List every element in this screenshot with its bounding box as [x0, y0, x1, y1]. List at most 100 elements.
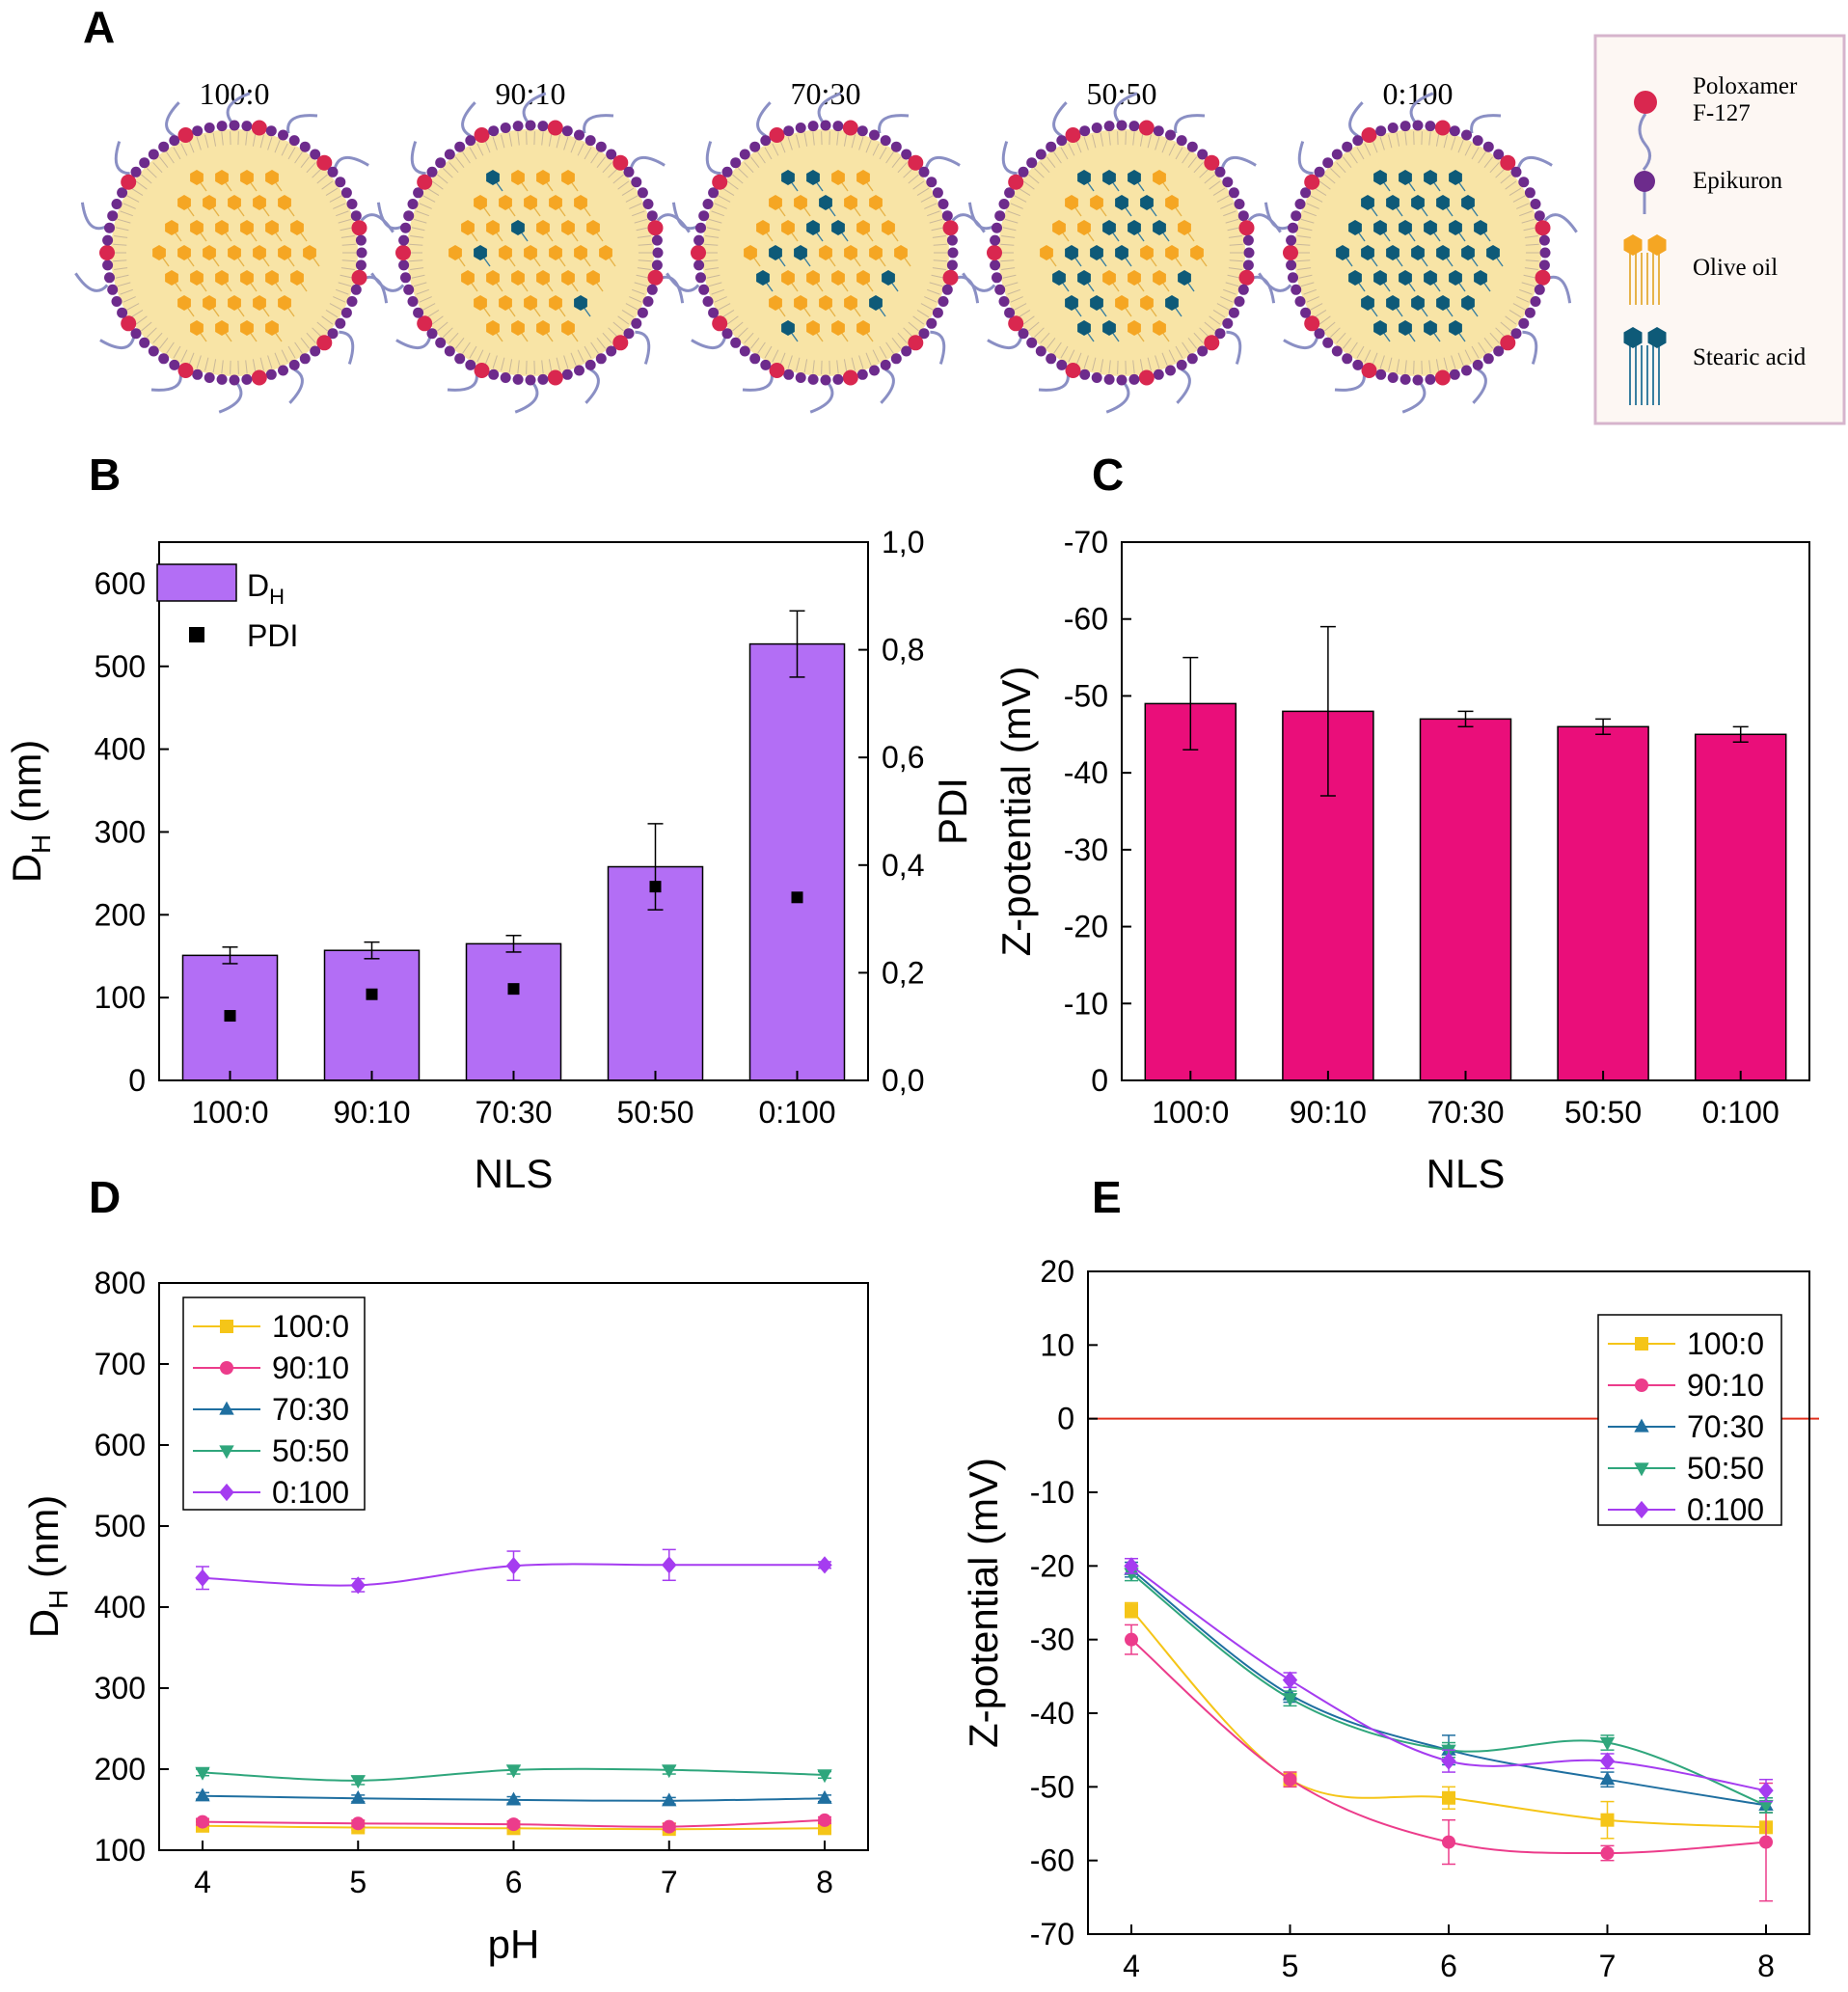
lipid-tail: [1132, 131, 1135, 146]
epikuron-head: [1518, 317, 1530, 329]
stearic-acid-molecule: [1361, 295, 1374, 311]
poloxamer-tail: [878, 114, 910, 134]
epikuron-head: [1056, 359, 1068, 370]
lipid-tail: [563, 137, 569, 150]
lipid-tail: [1034, 168, 1045, 178]
lipid-tail: [704, 259, 719, 262]
epikuron-head: [1091, 123, 1102, 133]
lipid-tail: [306, 162, 316, 174]
olive-oil-molecule: [794, 295, 807, 311]
lipid-tail: [1489, 332, 1500, 343]
lipid-tail: [416, 210, 429, 217]
epikuron-head: [932, 307, 943, 318]
poloxamer-head: [251, 120, 267, 136]
y-tick-label: 100: [95, 1833, 146, 1868]
y-axis-label: Z-potential (mV): [993, 666, 1039, 956]
lipid-tail: [431, 315, 444, 325]
lipid-tail: [1182, 151, 1190, 164]
lipid-tail: [1523, 227, 1537, 232]
poloxamer-tail: [1545, 275, 1572, 304]
legend-label-pdi: PDI: [247, 618, 298, 653]
stearic-acid-molecule: [1165, 295, 1179, 311]
poloxamer-tail: [671, 202, 698, 231]
lipid-tail: [1209, 315, 1221, 325]
olive-oil-molecule: [215, 220, 229, 235]
lipid-tail: [484, 352, 491, 366]
olive-oil-molecule: [499, 295, 512, 311]
poloxamer-tail: [461, 101, 476, 138]
epikuron-head: [346, 199, 358, 209]
olive-oil-molecule: [574, 245, 587, 260]
lipid-tail: [1396, 359, 1400, 373]
stearic-acid-molecule: [1411, 245, 1425, 260]
lipid-tail: [711, 288, 724, 295]
epikuron-head: [1214, 328, 1226, 340]
epikuron-head: [783, 125, 795, 137]
epikuron-head: [901, 149, 912, 160]
epikuron-head: [1242, 259, 1254, 271]
y-tick-label: 500: [95, 1509, 146, 1543]
data-point: [350, 1576, 366, 1595]
olive-oil-molecule: [177, 195, 191, 210]
y-tick-label: -50: [1064, 678, 1108, 713]
legend-box: [182, 1296, 366, 1511]
panel-a-legend: Poloxamer F-127 Epikuron Olive oil Stear…: [1593, 34, 1846, 425]
poloxamer-head: [647, 220, 664, 236]
bar-dh: [323, 949, 421, 1081]
epikuron-head: [651, 259, 663, 271]
epikuron-head: [941, 284, 953, 295]
lipid-tail: [612, 174, 624, 184]
olive-oil-molecule: [240, 220, 254, 235]
poloxamer-tail: [114, 141, 130, 176]
stearic-acid-molecule: [1153, 220, 1166, 235]
lipid-tail: [333, 203, 346, 209]
lipid-tail: [1324, 174, 1336, 184]
poloxamer-head: [1204, 154, 1220, 171]
lipid-tail: [1336, 162, 1346, 174]
olive-oil-icon: [1647, 234, 1667, 256]
olive-oil-molecule: [228, 195, 241, 210]
y-tick-label: 200: [95, 1752, 146, 1787]
epikuron-head: [721, 166, 733, 177]
epikuron-head: [1538, 259, 1550, 271]
legend-marker: [219, 1401, 234, 1415]
olive-oil-molecule: [844, 195, 857, 210]
stearic-acid-molecule: [1128, 170, 1141, 185]
lipid-tail: [411, 274, 425, 279]
epikuron-head: [832, 121, 844, 132]
lipid-tail: [267, 355, 273, 368]
lipid-tail: [476, 143, 484, 156]
lipid-tail: [1060, 345, 1069, 359]
y-tick-label: -40: [1064, 755, 1108, 790]
lipid-tail: [872, 143, 880, 156]
nanoparticle-0-100: 0:100: [1258, 76, 1578, 414]
epikuron-head: [702, 296, 714, 307]
lipid-tail: [721, 309, 735, 318]
x-axis-label: NLS: [475, 1151, 554, 1196]
lipid-tail: [426, 309, 440, 318]
epikuron-head: [444, 149, 455, 160]
poloxamer-head: [942, 269, 959, 286]
lipid-tail: [1521, 282, 1535, 287]
data-point: [1758, 1782, 1774, 1800]
stearic-acid-molecule: [1449, 220, 1462, 235]
lipid-tail: [638, 259, 652, 262]
lipid-tail: [1471, 147, 1480, 160]
epikuron-head: [1524, 187, 1535, 199]
olive-oil-molecule: [536, 220, 550, 235]
epikuron-head: [1493, 345, 1505, 357]
poloxamer-tail: [370, 272, 405, 292]
x-tick-label: 0:100: [1702, 1095, 1780, 1130]
lipid-tail: [448, 162, 459, 174]
y-axis-label-sub: H: [26, 834, 56, 854]
lipid-tail: [1212, 309, 1226, 318]
epikuron-head: [595, 353, 607, 365]
stearic-acid-molecule: [1336, 245, 1349, 260]
y-axis-label-unit: (nm): [4, 740, 49, 834]
lipid-tail: [325, 187, 339, 197]
lipid-tail: [584, 345, 592, 359]
stearic-acid-molecule: [1090, 245, 1103, 260]
stearic-acid-molecule: [1386, 295, 1400, 311]
panel-letter-e: E: [1092, 1172, 1122, 1222]
poloxamer-head: [547, 369, 563, 386]
